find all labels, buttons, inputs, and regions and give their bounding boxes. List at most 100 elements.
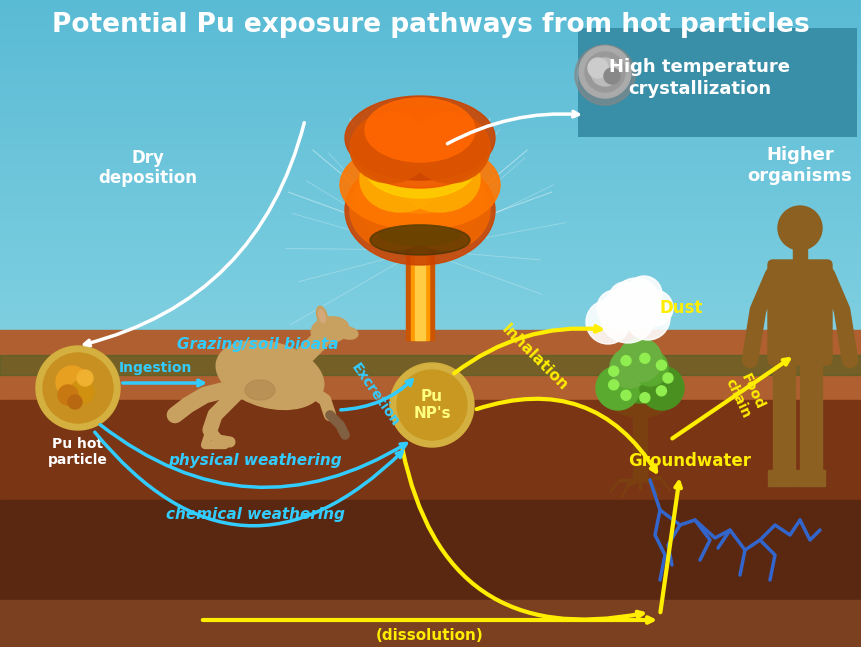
Ellipse shape <box>216 340 324 410</box>
Circle shape <box>582 53 626 97</box>
Ellipse shape <box>369 225 469 255</box>
Circle shape <box>397 370 467 440</box>
Text: Potential Pu exposure pathways from hot particles: Potential Pu exposure pathways from hot … <box>52 12 809 38</box>
Circle shape <box>625 296 669 340</box>
Circle shape <box>43 353 113 423</box>
Ellipse shape <box>355 145 485 245</box>
Text: Pu
NP's: Pu NP's <box>412 389 450 421</box>
FancyBboxPatch shape <box>767 260 831 365</box>
Circle shape <box>70 380 94 404</box>
Text: Dry
deposition: Dry deposition <box>98 149 197 188</box>
Circle shape <box>620 356 630 366</box>
Ellipse shape <box>351 108 487 188</box>
Text: Higher
organisms: Higher organisms <box>746 146 852 185</box>
Text: Food
chain: Food chain <box>722 369 766 421</box>
Ellipse shape <box>364 98 474 162</box>
Circle shape <box>591 61 618 89</box>
Ellipse shape <box>344 155 494 265</box>
Ellipse shape <box>602 362 677 417</box>
Ellipse shape <box>400 148 480 212</box>
Ellipse shape <box>364 138 474 198</box>
FancyBboxPatch shape <box>578 28 856 137</box>
Text: (dissolution): (dissolution) <box>375 628 483 642</box>
Circle shape <box>582 53 626 97</box>
Circle shape <box>574 45 635 105</box>
Ellipse shape <box>344 96 494 180</box>
Circle shape <box>599 287 655 343</box>
Circle shape <box>58 385 77 405</box>
Circle shape <box>582 53 626 97</box>
Circle shape <box>610 348 649 388</box>
Bar <box>406 230 433 340</box>
Circle shape <box>656 386 666 396</box>
Ellipse shape <box>360 148 439 212</box>
Circle shape <box>587 58 607 78</box>
Bar <box>792 248 806 266</box>
Circle shape <box>389 363 474 447</box>
Text: physical weathering: physical weathering <box>168 452 342 468</box>
Ellipse shape <box>378 135 461 185</box>
Circle shape <box>36 346 120 430</box>
Circle shape <box>77 370 93 386</box>
Circle shape <box>579 46 630 98</box>
Circle shape <box>662 373 672 383</box>
Bar <box>632 410 647 480</box>
Ellipse shape <box>311 317 349 343</box>
Circle shape <box>639 353 649 364</box>
Text: High temperature
crystallization: High temperature crystallization <box>609 58 790 98</box>
Circle shape <box>608 282 641 314</box>
Circle shape <box>608 366 618 376</box>
Ellipse shape <box>338 327 357 339</box>
Circle shape <box>574 45 635 105</box>
Text: Inhalation: Inhalation <box>499 322 570 394</box>
Ellipse shape <box>245 380 275 400</box>
Circle shape <box>585 52 624 92</box>
Ellipse shape <box>350 113 430 183</box>
Ellipse shape <box>319 309 325 323</box>
Text: Pu hot
particle: Pu hot particle <box>48 437 108 467</box>
Circle shape <box>611 347 667 403</box>
Text: Grazing/soil bioata: Grazing/soil bioata <box>177 338 338 353</box>
Circle shape <box>617 338 661 382</box>
Circle shape <box>582 53 626 97</box>
Text: Excretion: Excretion <box>348 361 401 429</box>
Bar <box>796 470 824 486</box>
Text: Dust: Dust <box>660 299 703 317</box>
Circle shape <box>639 366 684 410</box>
Bar <box>411 230 429 340</box>
Ellipse shape <box>410 113 489 183</box>
Bar <box>414 230 424 340</box>
Circle shape <box>604 68 619 84</box>
Bar <box>772 355 794 475</box>
Circle shape <box>620 390 630 400</box>
Ellipse shape <box>339 140 499 230</box>
Ellipse shape <box>360 137 480 213</box>
Circle shape <box>597 290 632 326</box>
Ellipse shape <box>316 306 327 325</box>
Bar <box>767 470 795 486</box>
Ellipse shape <box>350 170 439 250</box>
Ellipse shape <box>380 225 460 245</box>
Circle shape <box>585 300 629 344</box>
Circle shape <box>595 366 639 410</box>
Circle shape <box>68 395 82 409</box>
Ellipse shape <box>400 170 489 250</box>
Text: Groundwater: Groundwater <box>628 452 751 470</box>
Circle shape <box>591 61 618 89</box>
Circle shape <box>631 350 667 386</box>
Circle shape <box>591 58 618 86</box>
Circle shape <box>625 276 661 312</box>
Circle shape <box>591 61 618 89</box>
Circle shape <box>582 53 626 97</box>
Text: chemical weathering: chemical weathering <box>165 507 344 523</box>
Circle shape <box>56 366 88 398</box>
Circle shape <box>656 360 666 370</box>
Circle shape <box>582 53 626 97</box>
Text: Ingestion: Ingestion <box>118 361 191 375</box>
Circle shape <box>574 45 635 105</box>
Circle shape <box>777 206 821 250</box>
Circle shape <box>611 278 660 326</box>
Circle shape <box>639 393 649 402</box>
Circle shape <box>636 290 672 326</box>
Bar <box>799 355 821 475</box>
